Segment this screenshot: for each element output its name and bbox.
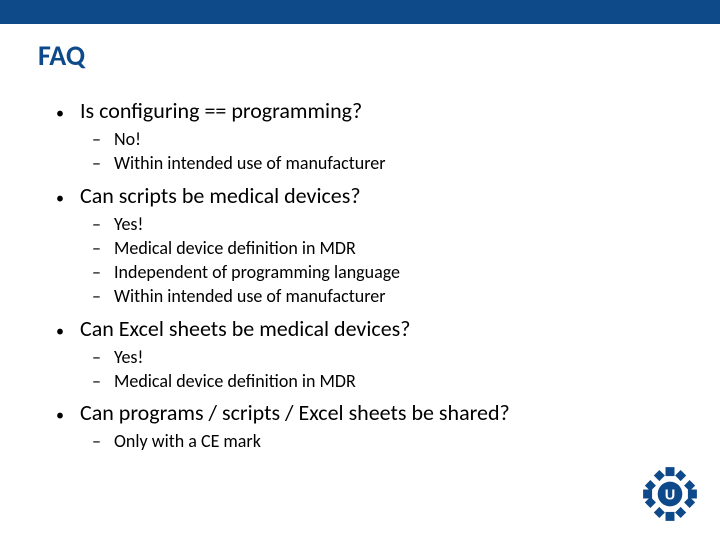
faq-question-row: • Can scripts be medical devices? (56, 182, 682, 210)
faq-answer: –Yes! (92, 212, 682, 236)
faq-item: • Can scripts be medical devices? –Yes! … (56, 182, 682, 309)
dash-icon: – (92, 236, 114, 260)
dash-icon: – (92, 369, 114, 393)
faq-answer: –Within intended use of manufacturer (92, 284, 682, 308)
umc-utrecht-logo-icon: U (642, 466, 698, 522)
faq-answer: –Medical device definition in MDR (92, 369, 682, 393)
dash-icon: – (92, 345, 114, 369)
bullet-icon: • (56, 103, 80, 125)
bullet-icon: • (56, 188, 80, 210)
faq-item: • Can programs / scripts / Excel sheets … (56, 399, 682, 453)
faq-answer-list: –Yes! –Medical device definition in MDR … (56, 212, 682, 309)
dash-icon: – (92, 260, 114, 284)
faq-question: Can Excel sheets be medical devices? (80, 315, 410, 342)
faq-answer: –Only with a CE mark (92, 429, 682, 453)
faq-answer-text: Within intended use of manufacturer (114, 151, 386, 175)
dash-icon: – (92, 151, 114, 175)
faq-answer-text: No! (114, 127, 141, 151)
dash-icon: – (92, 212, 114, 236)
faq-answer-text: Yes! (114, 212, 143, 236)
faq-answer: –Independent of programming language (92, 260, 682, 284)
bullet-icon: • (56, 321, 80, 343)
faq-answer-text: Only with a CE mark (114, 429, 261, 453)
faq-answer-text: Independent of programming language (114, 260, 400, 284)
faq-answer-list: –Yes! –Medical device definition in MDR (56, 345, 682, 394)
faq-answer: –No! (92, 127, 682, 151)
faq-answer-text: Medical device definition in MDR (114, 236, 356, 260)
bullet-icon: • (56, 405, 80, 427)
faq-question-row: • Can programs / scripts / Excel sheets … (56, 399, 682, 427)
faq-answer: –Yes! (92, 345, 682, 369)
slide-title: FAQ (38, 38, 682, 73)
faq-question: Can scripts be medical devices? (80, 182, 361, 209)
faq-question: Is configuring == programming? (80, 97, 362, 124)
dash-icon: – (92, 284, 114, 308)
faq-question-row: • Can Excel sheets be medical devices? (56, 315, 682, 343)
faq-answer-text: Yes! (114, 345, 143, 369)
brand-top-bar (0, 0, 720, 24)
faq-list: • Is configuring == programming? –No! –W… (38, 97, 682, 454)
slide-content: FAQ • Is configuring == programming? –No… (0, 24, 720, 454)
faq-answer: –Within intended use of manufacturer (92, 151, 682, 175)
faq-answer-text: Medical device definition in MDR (114, 369, 356, 393)
faq-answer-list: –No! –Within intended use of manufacture… (56, 127, 682, 176)
faq-item: • Is configuring == programming? –No! –W… (56, 97, 682, 176)
dash-icon: – (92, 429, 114, 453)
logo-letter: U (665, 488, 676, 504)
dash-icon: – (92, 127, 114, 151)
faq-item: • Can Excel sheets be medical devices? –… (56, 315, 682, 394)
faq-answer-text: Within intended use of manufacturer (114, 284, 386, 308)
faq-question: Can programs / scripts / Excel sheets be… (80, 399, 510, 426)
faq-answer: –Medical device definition in MDR (92, 236, 682, 260)
faq-answer-list: –Only with a CE mark (56, 429, 682, 453)
faq-question-row: • Is configuring == programming? (56, 97, 682, 125)
